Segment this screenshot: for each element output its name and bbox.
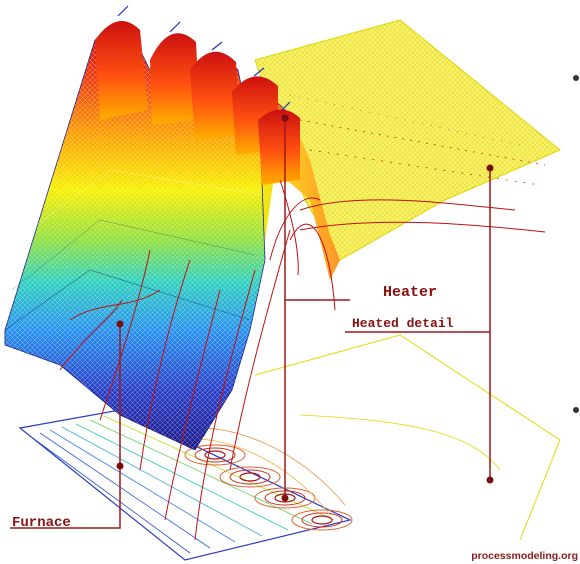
furnace-callout-line bbox=[10, 324, 121, 529]
credit-text: processmodeling.org bbox=[471, 550, 578, 562]
trajectory-lines bbox=[59, 179, 546, 541]
furnace-label: Furnace bbox=[12, 515, 71, 531]
callout-lines bbox=[10, 118, 491, 529]
callout-markers bbox=[116, 114, 494, 502]
heater-label: Heater bbox=[383, 284, 437, 301]
heater-peaks bbox=[95, 5, 300, 185]
heated-detail-label: Heated detail bbox=[352, 316, 454, 331]
slide-bullets bbox=[573, 75, 579, 413]
bullet-icon bbox=[573, 75, 579, 81]
base-plane-outline bbox=[254, 334, 561, 541]
bullet-icon bbox=[573, 407, 579, 413]
